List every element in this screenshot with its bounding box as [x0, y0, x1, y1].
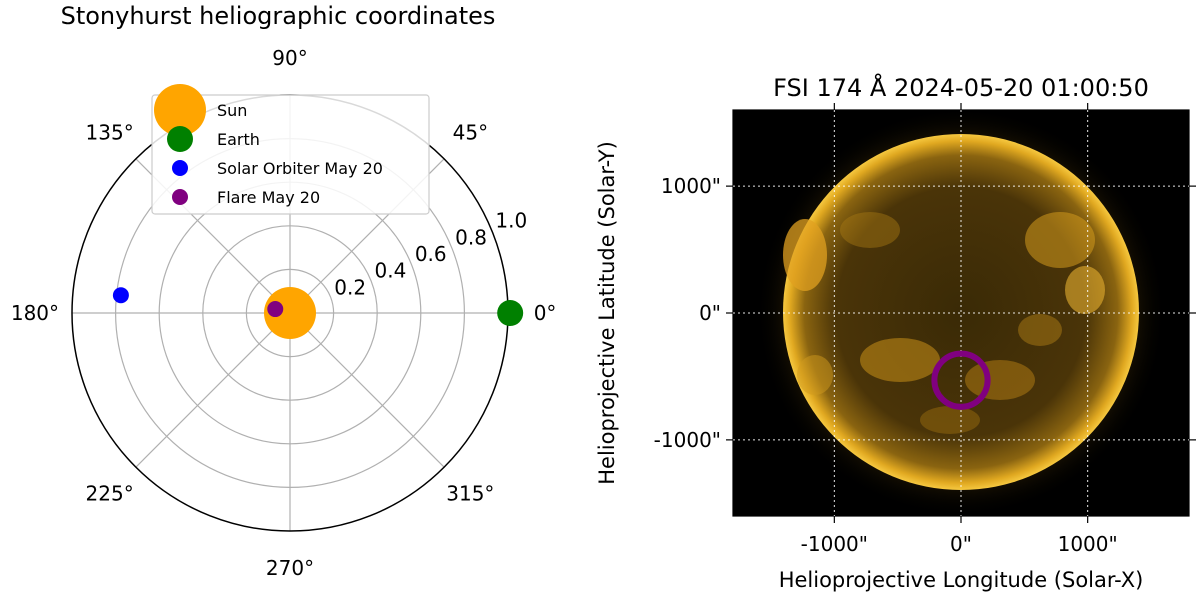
polar-theta-tick-label: 45° — [453, 121, 488, 145]
legend: Sun Earth Solar Orbiter May 20 Flare May 20 — [151, 84, 430, 215]
legend-box — [151, 94, 430, 215]
legend-marker — [167, 126, 193, 152]
polar-point — [264, 287, 316, 339]
fsi-y-tick-label: 1000" — [661, 174, 721, 198]
fsi-image-chart: FSI 174 Å 2024-05-20 01:00:50 -1000" 0" 10… — [595, 73, 1196, 592]
polar-theta-tick-label: 90° — [272, 46, 307, 70]
polar-theta-tick-label: 225° — [86, 481, 134, 505]
polar-r-gridline — [245, 268, 335, 358]
legend-label: Solar Orbiter May 20 — [217, 159, 383, 178]
legend-label: Flare May 20 — [217, 188, 320, 207]
polar-theta-tick-label: 180° — [11, 301, 59, 325]
polar-spoke — [135, 312, 291, 468]
fsi-ylabel: Helioprojective Latitude (Solar-Y) — [595, 141, 619, 485]
polar-theta-tick-label: 315° — [446, 481, 494, 505]
polar-point — [112, 287, 129, 304]
polar-r-tick-label: 0.8 — [455, 225, 487, 249]
legend-marker — [154, 84, 206, 136]
fsi-y-tick-label: -1000" — [654, 428, 721, 452]
polar-r-tick-label: 0.6 — [415, 242, 447, 266]
legend-marker — [172, 160, 188, 176]
polar-title: Stonyhurst heliographic coordinates — [61, 2, 496, 30]
polar-spoke — [289, 312, 445, 468]
polar-r-tick-label: 0.4 — [375, 259, 407, 283]
fsi-xlabel: Helioprojective Longitude (Solar-X) — [779, 568, 1144, 592]
fsi-y-tick-label: 0" — [699, 301, 721, 325]
polar-point — [497, 300, 524, 326]
polar-theta-tick-labels: 0° 45° 90° 135° 180° 225° 270° 315° — [11, 46, 557, 580]
fsi-title: FSI 174 Å 2024-05-20 01:00:50 — [773, 73, 1149, 102]
legend-marker — [172, 189, 188, 205]
polar-theta-tick-label: 135° — [86, 121, 134, 145]
flare-circle-annotation — [931, 350, 991, 410]
polar-r-gridline — [202, 225, 378, 401]
polar-theta-tick-label: 270° — [266, 556, 314, 580]
fsi-grid — [733, 110, 1189, 516]
polar-chart: Stonyhurst heliographic coordinates 0.20… — [11, 2, 557, 580]
legend-label: Earth — [217, 130, 260, 149]
polar-data-points — [112, 287, 524, 339]
polar-r-tick-labels: 0.2 0.4 0.6 0.8 1.0 — [334, 209, 527, 300]
polar-theta-tick-label: 0° — [534, 301, 557, 325]
fsi-x-tick-label: 1000" — [1058, 532, 1118, 556]
fsi-x-tick-label: 0" — [950, 532, 972, 556]
fsi-x-tick-label: -1000" — [801, 532, 868, 556]
polar-r-tick-label: 0.2 — [334, 275, 366, 299]
polar-point — [267, 301, 284, 318]
fsi-tick-labels: -1000" 0" 1000" 1000" 0" -1000" — [654, 103, 1196, 556]
legend-label: Sun — [217, 101, 247, 120]
polar-r-tick-label: 1.0 — [495, 209, 527, 233]
